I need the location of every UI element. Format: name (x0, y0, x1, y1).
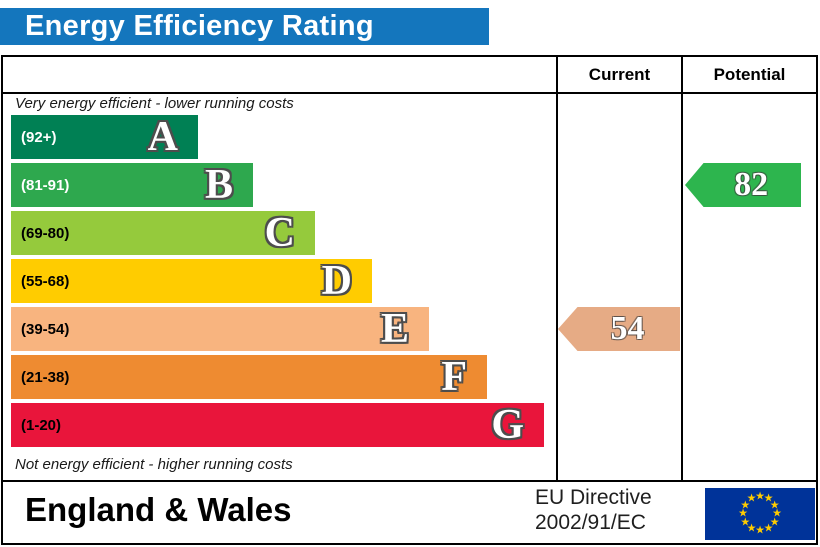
band-letter: G (491, 402, 524, 448)
band-F: (21-38) F (11, 355, 487, 399)
eu-flag-star: ★ (755, 490, 765, 503)
current-rating-value: 54 (610, 310, 645, 347)
rating-table: Current Potential Very energy efficient … (1, 55, 818, 545)
eu-directive-label: EU Directive 2002/91/EC (535, 485, 652, 535)
band-D: (55-68) D (11, 259, 372, 303)
eu-flag-star: ★ (763, 522, 774, 535)
band-range-label: (55-68) (21, 272, 70, 290)
band-range-label: (39-54) (21, 320, 70, 338)
band-E: (39-54) E (11, 307, 429, 351)
eu-flag-star: ★ (763, 492, 774, 505)
potential-rating-value: 82 (734, 166, 769, 203)
band-letter: E (380, 306, 409, 352)
band-letter: C (264, 210, 295, 256)
footer-divider-line (3, 480, 816, 482)
band-letter: F (441, 354, 467, 400)
band-G: (1-20) G (11, 403, 544, 447)
band-range-label: (21-38) (21, 368, 70, 386)
eu-flag-star: ★ (755, 524, 765, 537)
band-letter: A (147, 114, 178, 160)
band-letter: B (204, 162, 233, 208)
eu-flag-star: ★ (738, 507, 748, 520)
eu-flag-star: ★ (769, 499, 780, 511)
band-B: (81-91) B (11, 163, 253, 207)
potential-rating-arrow: 82 (685, 163, 801, 207)
eu-directive-line1: EU Directive (535, 486, 652, 509)
eu-flag-star: ★ (746, 522, 757, 535)
current-column-divider (556, 57, 558, 480)
band-range-label: (1-20) (21, 416, 62, 434)
eu-flag-star: ★ (746, 492, 757, 505)
band-range-label: (81-91) (21, 176, 70, 194)
eu-flag-star: ★ (769, 516, 780, 528)
potential-column-divider (681, 57, 683, 480)
bottom-note: Not energy efficient - higher running co… (15, 456, 293, 473)
current-rating-arrow: 54 (558, 307, 680, 351)
eu-flag-star: ★ (772, 507, 782, 520)
eu-directive-line2: 2002/91/EC (535, 511, 646, 534)
band-letter: D (321, 258, 352, 304)
title-bar: Energy Efficiency Rating (0, 8, 489, 45)
region-label: England & Wales (25, 491, 292, 528)
eu-flag-star: ★ (740, 516, 751, 528)
band-range-label: (92+) (21, 128, 57, 146)
band-range-label: (69-80) (21, 224, 70, 242)
eu-flag-star: ★ (740, 499, 751, 511)
bands: (92+) A (81-91) B (69-80) C (55-68) D (39-54) E (2… (3, 57, 816, 543)
current-column-header: Current (588, 64, 651, 84)
band-C: (69-80) C (11, 211, 315, 255)
potential-column-header: Potential (713, 64, 786, 84)
chart-title: Energy Efficiency Rating (25, 10, 374, 42)
header-divider-line (3, 92, 816, 94)
band-A: (92+) A (11, 115, 198, 159)
top-note: Very energy efficient - lower running co… (15, 95, 294, 112)
eu-flag: ★ ★ ★ ★ ★ ★ ★ ★ ★ ★ ★ ★ (705, 488, 815, 540)
